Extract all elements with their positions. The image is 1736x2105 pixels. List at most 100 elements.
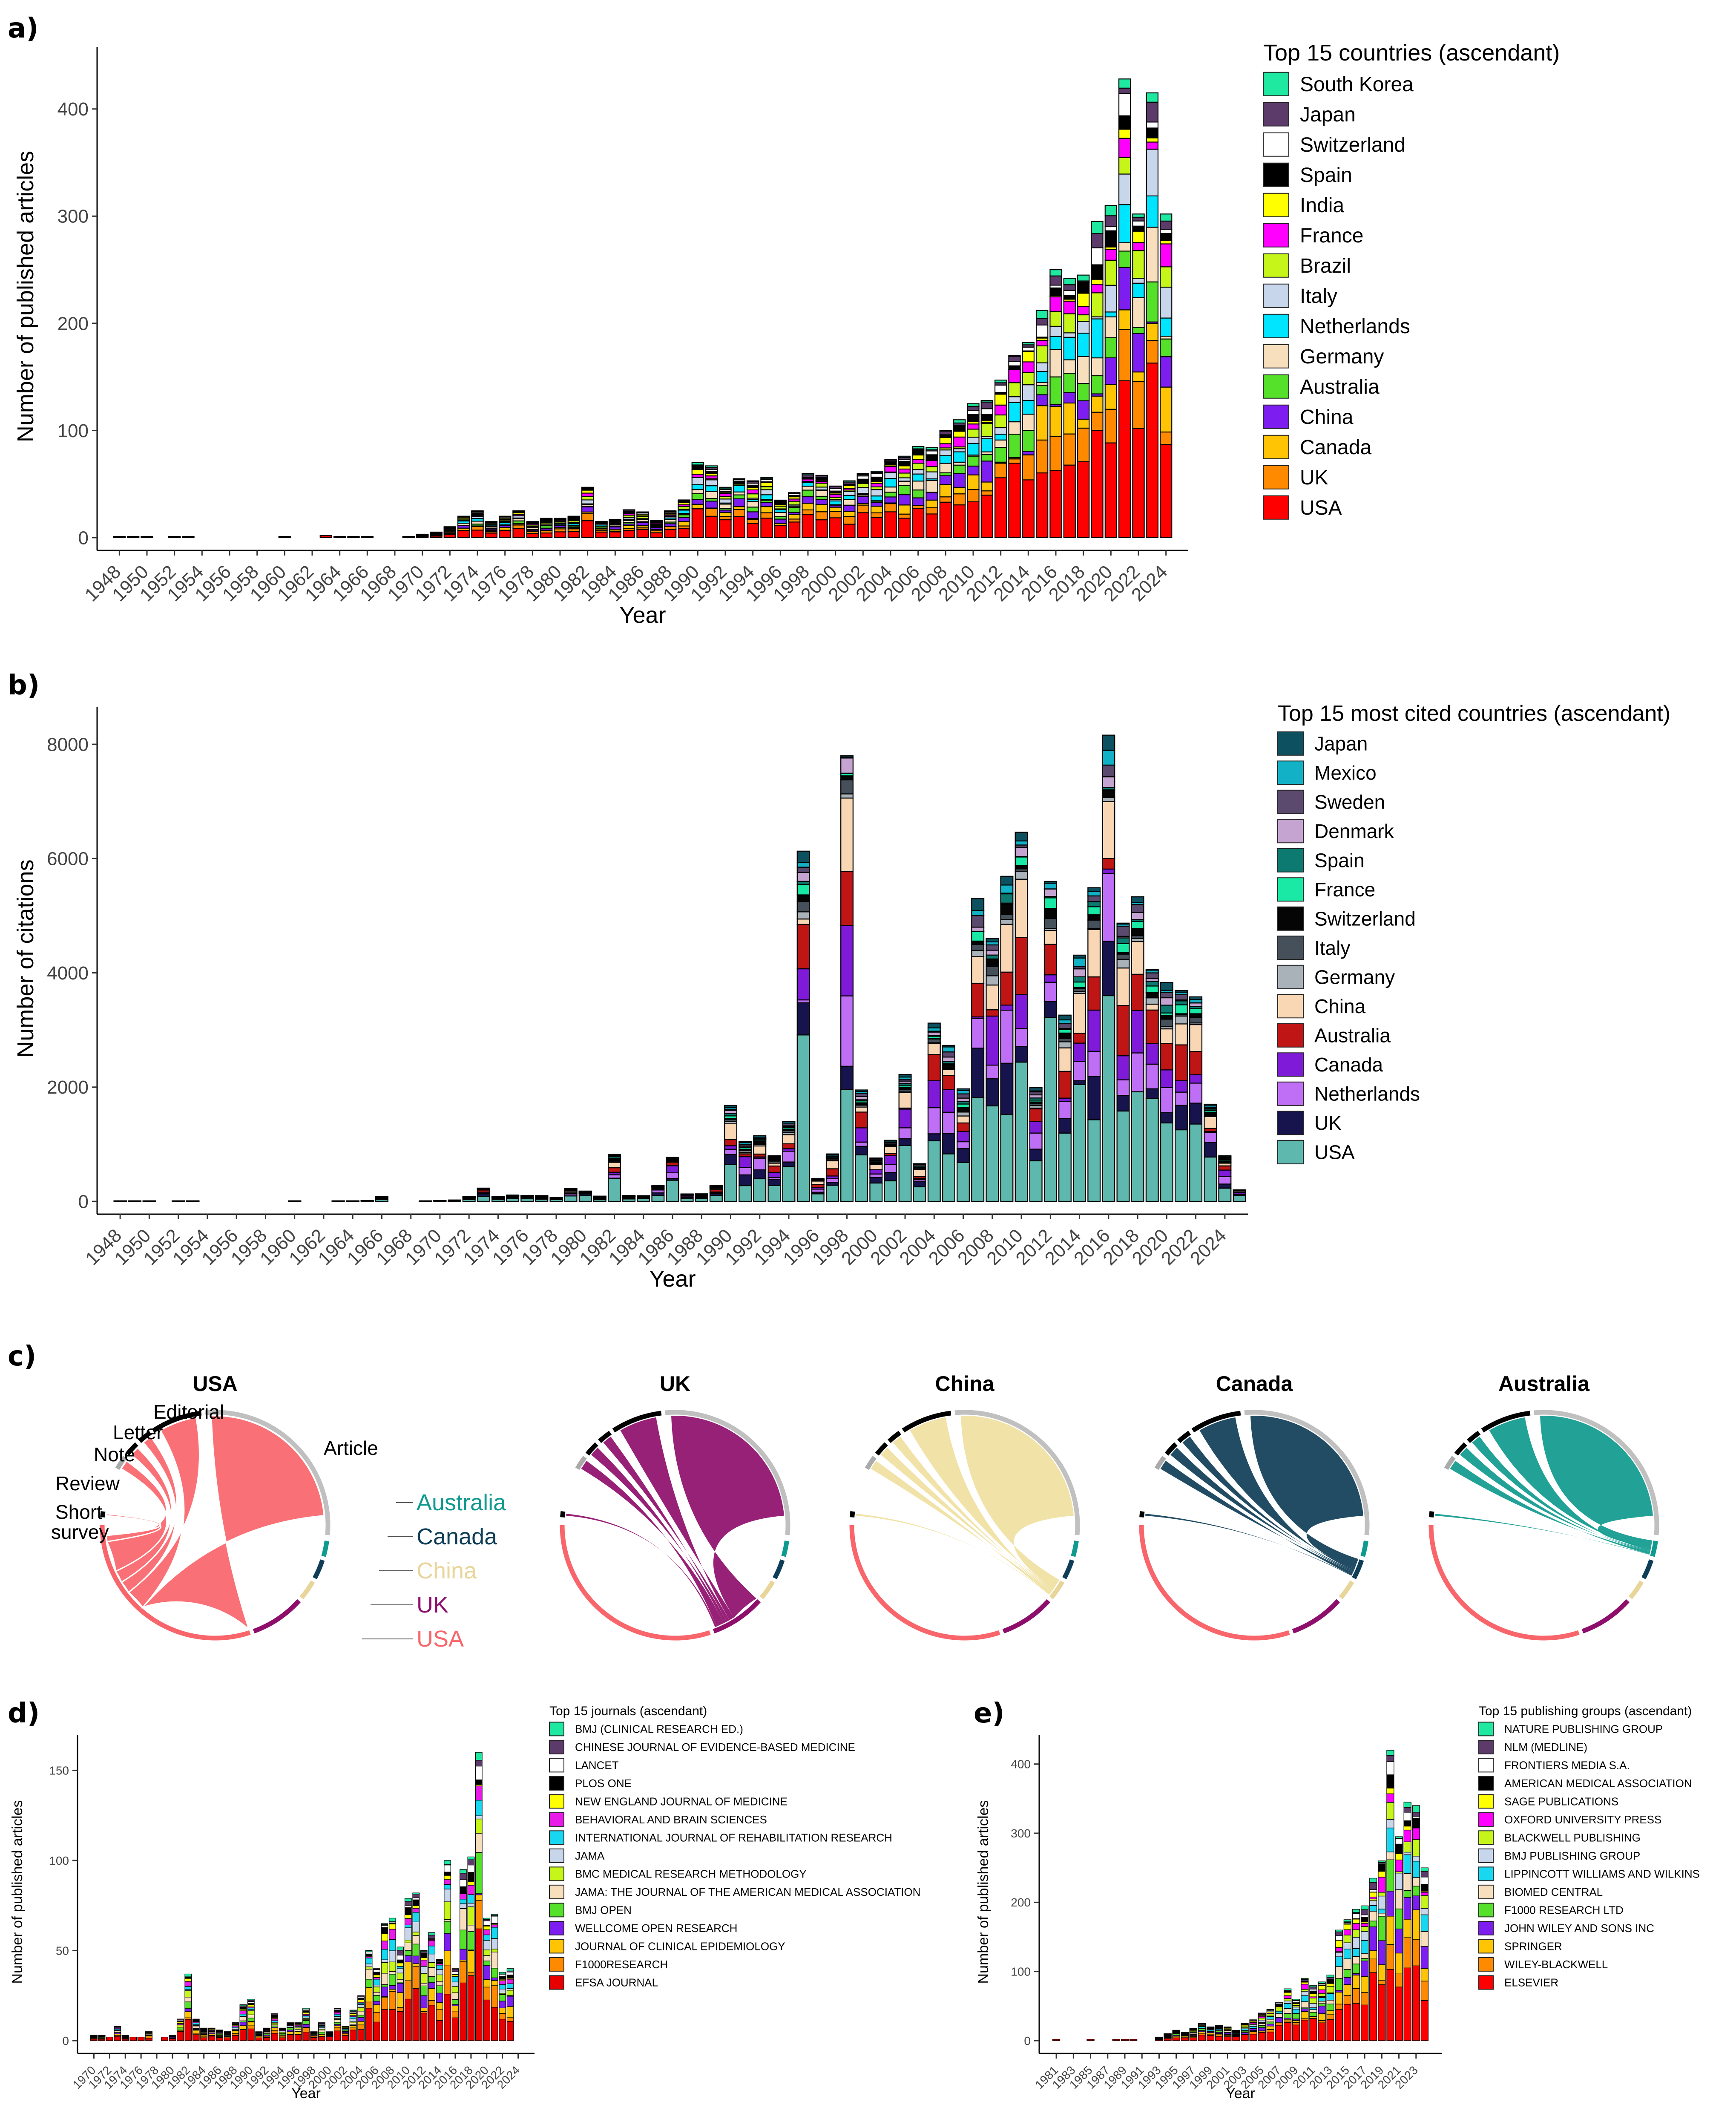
bar-segment bbox=[753, 1145, 767, 1155]
bar-segment bbox=[436, 1969, 443, 1975]
bar-segment bbox=[499, 530, 512, 538]
bar-segment bbox=[477, 1195, 490, 1202]
bar-1982 bbox=[581, 487, 594, 538]
bar-segment bbox=[815, 490, 828, 497]
country-label: USA bbox=[417, 1626, 464, 1652]
y-tick-label: 6000 bbox=[47, 849, 89, 870]
bar-segment bbox=[811, 1181, 825, 1185]
legend-title: Top 15 publishing groups (ascendant) bbox=[1479, 1704, 1692, 1718]
bar-segment bbox=[192, 2030, 200, 2034]
y-tick-label: 0 bbox=[62, 2034, 69, 2047]
bar-segment bbox=[526, 521, 539, 523]
bar-2005 bbox=[365, 1950, 373, 2041]
bar-1992 bbox=[263, 2027, 270, 2041]
bar-1985 bbox=[208, 2027, 216, 2041]
bar-1974 bbox=[471, 510, 484, 538]
legend-swatch bbox=[1263, 102, 1289, 127]
bar-segment bbox=[1008, 382, 1021, 397]
bar-segment bbox=[651, 1185, 665, 1186]
bar-segment bbox=[1131, 1091, 1144, 1202]
bar-segment bbox=[1015, 1028, 1028, 1047]
bar-segment bbox=[1352, 1948, 1360, 1957]
bar-segment bbox=[1395, 1836, 1403, 1839]
bar-segment bbox=[980, 438, 993, 452]
bar-segment bbox=[939, 496, 952, 503]
country-arc-australia bbox=[781, 1541, 789, 1557]
bar-segment bbox=[444, 1875, 451, 1880]
bar-segment bbox=[310, 2037, 318, 2041]
legend-swatch bbox=[549, 1975, 564, 1990]
bar-segment bbox=[520, 1195, 534, 1196]
bar-segment bbox=[855, 1089, 868, 1092]
bar-segment bbox=[491, 1985, 498, 2008]
bar-segment bbox=[1386, 1793, 1394, 1803]
bar-segment bbox=[1275, 2025, 1283, 2041]
bar-segment bbox=[1077, 314, 1090, 322]
bar-segment bbox=[1000, 919, 1014, 925]
bar-segment bbox=[1063, 290, 1076, 296]
bar-segment bbox=[137, 2036, 145, 2041]
bar-segment bbox=[1160, 229, 1173, 234]
bar-segment bbox=[357, 1999, 365, 2003]
bar-1948 bbox=[113, 536, 126, 538]
bar-segment bbox=[1102, 941, 1115, 996]
bar-segment bbox=[389, 1924, 396, 1930]
bar-segment bbox=[1087, 1119, 1101, 1202]
bar-segment bbox=[428, 1967, 436, 1977]
bar-segment bbox=[349, 2022, 357, 2025]
bar-segment bbox=[884, 1155, 897, 1166]
legend-item: Brazil bbox=[1300, 255, 1351, 277]
bar-segment bbox=[733, 509, 745, 517]
bar-segment bbox=[747, 480, 759, 482]
bar-segment bbox=[939, 501, 952, 538]
bar-segment bbox=[428, 2000, 436, 2006]
bar-1997 bbox=[302, 2008, 310, 2041]
chord-ribbon bbox=[1250, 1415, 1364, 1569]
bar-segment bbox=[774, 512, 787, 517]
bar-segment bbox=[239, 2025, 247, 2030]
legend-item: Germany bbox=[1314, 966, 1395, 988]
bar-segment bbox=[957, 1148, 970, 1163]
bar-segment bbox=[1249, 2031, 1257, 2035]
bar-segment bbox=[925, 454, 938, 461]
bar-segment bbox=[1160, 243, 1173, 268]
bar-segment bbox=[491, 1914, 498, 1916]
bar-segment bbox=[1104, 285, 1117, 313]
bar-segment bbox=[302, 2024, 310, 2028]
bar-segment bbox=[506, 2006, 514, 2018]
bar-segment bbox=[913, 1169, 926, 1178]
bar-2010 bbox=[1301, 1978, 1309, 2041]
bar-2006 bbox=[957, 1088, 970, 1202]
legend-item: AMERICAN MEDICAL ASSOCIATION bbox=[1504, 1777, 1692, 1790]
bar-segment bbox=[1160, 1019, 1173, 1028]
bar-segment bbox=[397, 1962, 404, 1967]
bar-segment bbox=[1335, 1978, 1343, 1991]
bar-segment bbox=[1049, 406, 1062, 437]
bar-segment bbox=[1412, 1909, 1420, 1940]
bar-segment bbox=[1160, 286, 1173, 319]
chord-ribbon bbox=[671, 1415, 785, 1618]
bar-segment bbox=[1189, 1103, 1203, 1125]
bar-segment bbox=[825, 1184, 839, 1202]
bar-segment bbox=[980, 423, 993, 437]
bar-segment bbox=[871, 476, 883, 482]
bar-segment bbox=[678, 521, 690, 527]
bar-segment bbox=[1249, 2026, 1257, 2029]
country-arc-uk bbox=[1002, 1599, 1051, 1634]
bar-2023 bbox=[1146, 92, 1158, 538]
legend-swatch bbox=[1277, 789, 1304, 814]
bar-segment bbox=[1301, 2011, 1309, 2019]
doc-arc-editorial bbox=[1191, 1411, 1241, 1433]
bar-segment bbox=[796, 884, 810, 896]
bar-segment bbox=[1087, 906, 1101, 916]
bar-1993 bbox=[271, 2013, 279, 2041]
bar-segment bbox=[942, 1133, 955, 1155]
bar-segment bbox=[994, 427, 1007, 435]
bar-segment bbox=[898, 465, 911, 470]
bar-segment bbox=[287, 2030, 294, 2032]
legend-swatch bbox=[1263, 374, 1289, 399]
bar-1994 bbox=[1164, 2033, 1172, 2041]
bar-1992 bbox=[753, 1135, 767, 1202]
bar-segment bbox=[1292, 1998, 1300, 2001]
bar-segment bbox=[397, 1968, 404, 1973]
